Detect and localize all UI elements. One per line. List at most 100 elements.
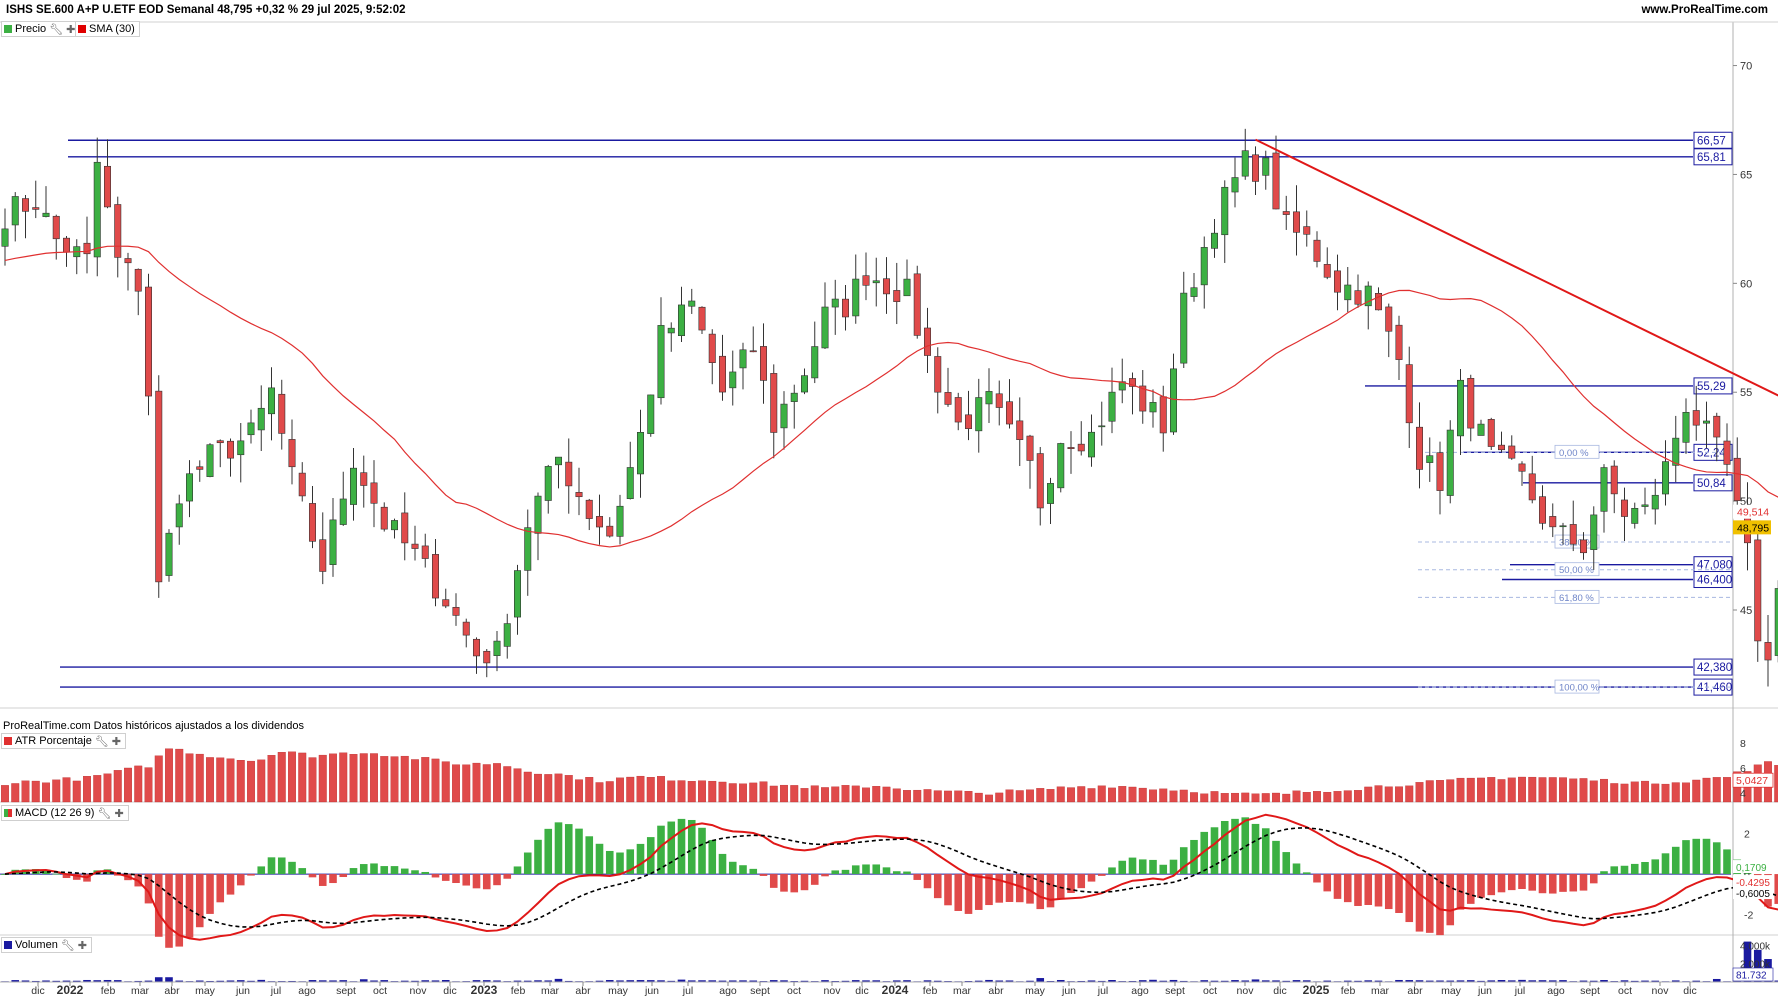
price-candle bbox=[708, 329, 716, 385]
volume-bar bbox=[1364, 980, 1373, 982]
candle-body bbox=[985, 391, 993, 405]
price-legend[interactable]: Precio 🔧︎ ✚ bbox=[1, 21, 81, 37]
atr-bar bbox=[1620, 783, 1629, 803]
candle-body bbox=[708, 333, 716, 363]
candle-body bbox=[339, 498, 347, 525]
volume-bar bbox=[247, 980, 255, 982]
macd-hist-bar bbox=[1692, 838, 1701, 875]
atr-bar bbox=[892, 788, 901, 803]
macd-hist-bar bbox=[1190, 839, 1198, 875]
price-candle bbox=[421, 533, 429, 568]
atr-bar bbox=[1538, 777, 1547, 803]
volume-bar bbox=[1497, 980, 1506, 982]
atr-bar bbox=[1190, 792, 1198, 803]
price-candle bbox=[165, 529, 173, 582]
x-axis-tick-label: dic bbox=[31, 985, 44, 997]
macd-legend[interactable]: MACD (12 26 9) 🔧︎ ✚ bbox=[1, 805, 129, 821]
volume-bar bbox=[339, 980, 348, 982]
atr-bar bbox=[1036, 788, 1045, 803]
volume-bar bbox=[134, 980, 143, 982]
price-candle bbox=[1139, 370, 1147, 424]
price-candle bbox=[206, 443, 214, 478]
fib-label-box bbox=[1554, 562, 1600, 577]
macd-hist-bar bbox=[1466, 874, 1475, 904]
atr-bar bbox=[534, 773, 542, 803]
candle-body bbox=[1774, 588, 1778, 656]
candle-body bbox=[1457, 379, 1465, 437]
volume-bar bbox=[1466, 980, 1475, 982]
plus-icon[interactable]: ✚ bbox=[114, 807, 124, 820]
volume-bar bbox=[1005, 980, 1014, 982]
volume-bar bbox=[605, 980, 614, 982]
price-candle bbox=[267, 367, 275, 441]
site-link[interactable]: www.ProRealTime.com bbox=[1641, 4, 1768, 16]
price-candle bbox=[831, 279, 839, 335]
volume-legend[interactable]: Volumen 🔧︎ ✚ bbox=[1, 937, 92, 953]
macd-hist-bar bbox=[554, 822, 563, 875]
volume-bar bbox=[1210, 980, 1219, 982]
atr-y-tick-label: 6 bbox=[1740, 763, 1746, 775]
macd-hist-bar bbox=[954, 874, 963, 911]
price-candle bbox=[247, 409, 255, 444]
macd-hist-bar bbox=[493, 874, 501, 886]
plus-icon[interactable]: ✚ bbox=[77, 939, 87, 952]
price-candle bbox=[380, 502, 388, 532]
price-candle bbox=[667, 322, 675, 352]
wrench-icon[interactable]: 🔧︎ bbox=[49, 23, 64, 36]
wrench-icon[interactable]: 🔧︎ bbox=[94, 735, 109, 748]
fib-label: 61,80 % bbox=[1559, 593, 1594, 604]
candle-body bbox=[770, 373, 778, 433]
plus-icon[interactable]: ✚ bbox=[66, 23, 76, 36]
atr-bar bbox=[42, 782, 50, 803]
fib-label: 100,00 % bbox=[1559, 683, 1600, 694]
atr-bar bbox=[667, 780, 676, 803]
volume-bar bbox=[1477, 980, 1485, 982]
x-axis-tick-label: abr bbox=[988, 985, 1004, 997]
macd-hist-bar bbox=[985, 874, 993, 906]
sma-legend[interactable]: SMA (30) bbox=[75, 21, 140, 37]
volume-bar bbox=[1251, 979, 1260, 982]
price-candle bbox=[411, 525, 419, 561]
volume-bar bbox=[1743, 941, 1752, 982]
level-label: 50,84 bbox=[1697, 478, 1726, 490]
candle-body bbox=[800, 375, 808, 393]
level-label-box bbox=[1693, 148, 1733, 166]
atr-bar bbox=[288, 751, 296, 803]
atr-bar bbox=[1354, 790, 1362, 803]
x-axis-tick-label: ago bbox=[719, 985, 737, 997]
atr-bar bbox=[646, 777, 655, 803]
plus-icon[interactable]: ✚ bbox=[111, 735, 122, 748]
price-candle bbox=[1067, 431, 1075, 474]
macd-hist-bar bbox=[1374, 874, 1383, 907]
atr-bar bbox=[1364, 786, 1373, 803]
atr-bar bbox=[1487, 777, 1496, 803]
price-candle bbox=[288, 419, 296, 485]
price-candle bbox=[339, 471, 347, 526]
candle-body bbox=[1098, 425, 1106, 428]
volume-bar bbox=[1220, 980, 1229, 982]
wrench-icon[interactable]: 🔧︎ bbox=[60, 939, 75, 952]
price-candle bbox=[483, 649, 491, 678]
atr-legend[interactable]: ATR Porcentaje 🔧︎ ✚ bbox=[1, 733, 127, 749]
macd-hist-bar bbox=[564, 824, 573, 875]
price-candle bbox=[186, 460, 194, 518]
candle-body bbox=[626, 467, 634, 499]
level-label-box bbox=[1693, 474, 1733, 492]
x-axis-tick-label: may bbox=[608, 985, 629, 997]
volume-bar bbox=[862, 980, 870, 982]
atr-swatch bbox=[4, 737, 12, 745]
macd-hist-bar bbox=[1343, 874, 1352, 903]
atr-bar bbox=[1559, 777, 1567, 803]
wrench-icon[interactable]: 🔧︎ bbox=[97, 807, 112, 820]
macd-hist-bar bbox=[1600, 871, 1608, 875]
price-swatch bbox=[4, 25, 12, 33]
price-candle bbox=[196, 460, 204, 482]
atr-bar bbox=[1466, 777, 1475, 803]
atr-bar bbox=[339, 752, 348, 803]
volume-bar bbox=[636, 980, 645, 982]
candle-body bbox=[1190, 287, 1198, 297]
macd-hist-bar bbox=[400, 868, 409, 875]
macd-hist-bar bbox=[1395, 874, 1403, 913]
candle-body bbox=[62, 237, 70, 253]
